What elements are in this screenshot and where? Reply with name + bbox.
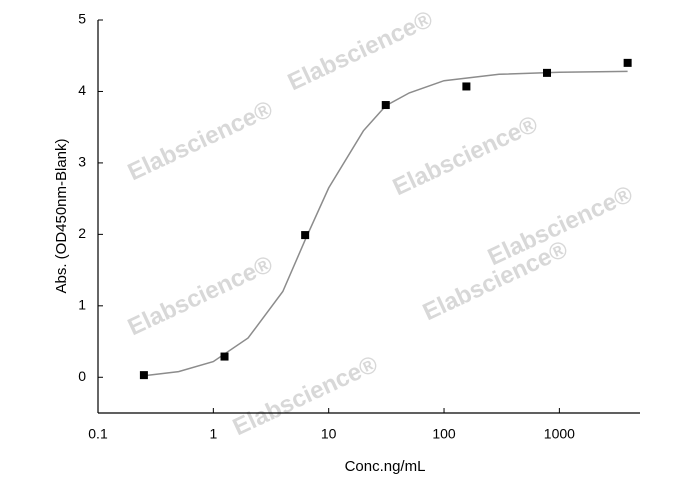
data-point xyxy=(462,82,471,91)
watermark: Elabscience® xyxy=(229,350,382,441)
watermark: Elabscience® xyxy=(284,5,437,96)
data-point xyxy=(623,58,632,67)
watermark: Elabscience® xyxy=(389,110,542,201)
x-tick-label: 0.1 xyxy=(88,426,108,442)
x-tick-label: 1000 xyxy=(544,426,575,442)
y-tick-label: 0 xyxy=(78,368,86,384)
y-tick-label: 5 xyxy=(78,11,86,27)
y-tick-label: 3 xyxy=(78,154,86,170)
x-tick-label: 1 xyxy=(209,426,217,442)
data-point xyxy=(301,231,310,240)
y-axis-title: Abs. (OD450nm-Blank) xyxy=(53,138,70,293)
data-point xyxy=(220,352,229,361)
y-tick-label: 4 xyxy=(78,82,86,98)
y-tick-label: 1 xyxy=(78,297,86,313)
data-point xyxy=(543,68,552,77)
x-tick-label: 100 xyxy=(432,426,456,442)
y-tick-label: 2 xyxy=(78,225,86,241)
data-point xyxy=(139,371,148,380)
x-tick-label: 10 xyxy=(321,426,337,442)
x-axis-title: Conc.ng/mL xyxy=(345,458,426,475)
fit-curve xyxy=(143,70,628,377)
watermark: Elabscience® xyxy=(124,250,277,341)
watermark: Elabscience® xyxy=(124,95,277,186)
data-point xyxy=(381,101,390,110)
